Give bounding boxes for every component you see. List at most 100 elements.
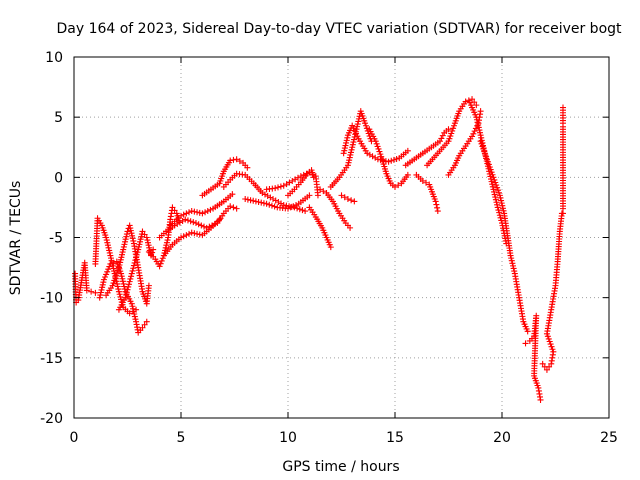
data-point <box>110 280 117 287</box>
data-series <box>145 204 182 270</box>
data-point <box>83 287 90 294</box>
data-point <box>227 157 234 164</box>
data-point <box>473 116 480 123</box>
data-point <box>118 270 125 277</box>
data-point <box>128 230 135 237</box>
data-point <box>236 158 243 165</box>
data-point <box>559 210 566 217</box>
data-point <box>158 257 165 264</box>
data-point <box>476 127 483 134</box>
data-point <box>115 264 122 271</box>
data-point <box>353 130 360 137</box>
data-point <box>194 209 201 216</box>
data-point <box>510 265 517 272</box>
data-point <box>196 209 203 216</box>
data-point <box>346 157 353 164</box>
data-point <box>124 286 131 293</box>
x-tick-label: 0 <box>70 430 79 446</box>
data-series <box>366 126 411 190</box>
data-point <box>106 249 113 256</box>
data-point <box>118 296 125 303</box>
data-point <box>509 260 516 267</box>
data-point <box>434 208 441 215</box>
data-point <box>449 127 456 134</box>
y-tick-label: 5 <box>54 110 63 126</box>
data-series <box>539 210 565 373</box>
data-point <box>494 184 501 191</box>
data-point <box>493 199 500 206</box>
data-point <box>471 99 478 106</box>
data-point <box>484 156 491 163</box>
data-point <box>419 177 426 184</box>
data-point <box>97 292 104 299</box>
data-point <box>118 251 125 258</box>
data-point <box>117 293 124 300</box>
data-point <box>374 143 381 150</box>
data-point <box>343 137 350 144</box>
data-point <box>469 96 476 103</box>
data-point <box>350 139 357 146</box>
data-point <box>499 205 506 212</box>
data-point <box>280 202 287 209</box>
data-point <box>130 305 137 312</box>
data-point <box>120 246 127 253</box>
data-point <box>180 233 187 240</box>
data-point <box>285 205 291 212</box>
data-point <box>242 195 249 202</box>
data-point <box>354 133 361 140</box>
data-point <box>546 363 553 370</box>
data-point <box>244 164 251 171</box>
grid <box>74 57 609 418</box>
data-point <box>126 222 133 229</box>
data-point <box>470 130 477 137</box>
data-point <box>484 158 491 165</box>
data-point <box>145 242 152 249</box>
data-point <box>344 195 351 202</box>
data-point <box>143 234 150 241</box>
data-point <box>497 194 504 201</box>
data-point <box>127 275 134 282</box>
data-point <box>378 153 385 160</box>
data-point <box>486 164 493 171</box>
data-point <box>250 197 257 204</box>
data-series <box>199 156 251 199</box>
data-point <box>341 194 348 201</box>
data-point <box>438 135 445 142</box>
data-series <box>477 138 531 335</box>
y-tick-label: -5 <box>49 231 63 247</box>
data-point <box>471 128 478 135</box>
data-point <box>96 294 103 301</box>
data-series <box>317 186 354 231</box>
x-tick-label: 10 <box>279 430 297 446</box>
data-point <box>475 121 482 128</box>
data-point <box>287 204 294 211</box>
data-point <box>178 234 184 241</box>
x-tick-label: 20 <box>493 430 511 446</box>
data-point <box>477 138 484 145</box>
data-point <box>481 148 488 155</box>
data-series <box>167 191 236 229</box>
data-point <box>433 201 440 208</box>
data-point <box>382 158 389 165</box>
data-point <box>496 209 503 216</box>
data-point <box>100 276 107 283</box>
data-point <box>180 211 187 218</box>
data-point <box>135 243 142 250</box>
data-point <box>130 237 137 244</box>
data-point <box>347 224 354 231</box>
data-point <box>272 185 279 192</box>
data-point <box>88 288 95 295</box>
data-point <box>487 166 494 173</box>
data-point <box>372 138 379 145</box>
data-series <box>72 259 99 306</box>
data-point <box>296 206 303 213</box>
data-point <box>478 134 485 141</box>
data-point <box>195 221 202 228</box>
data-point <box>362 122 369 129</box>
data-point <box>92 289 99 296</box>
y-tick-label: -15 <box>40 351 63 367</box>
data-point <box>122 238 129 245</box>
chart-title: Day 164 of 2023, Sidereal Day-to-day VTE… <box>56 21 622 37</box>
data-point <box>549 346 556 353</box>
data-point <box>491 176 498 183</box>
